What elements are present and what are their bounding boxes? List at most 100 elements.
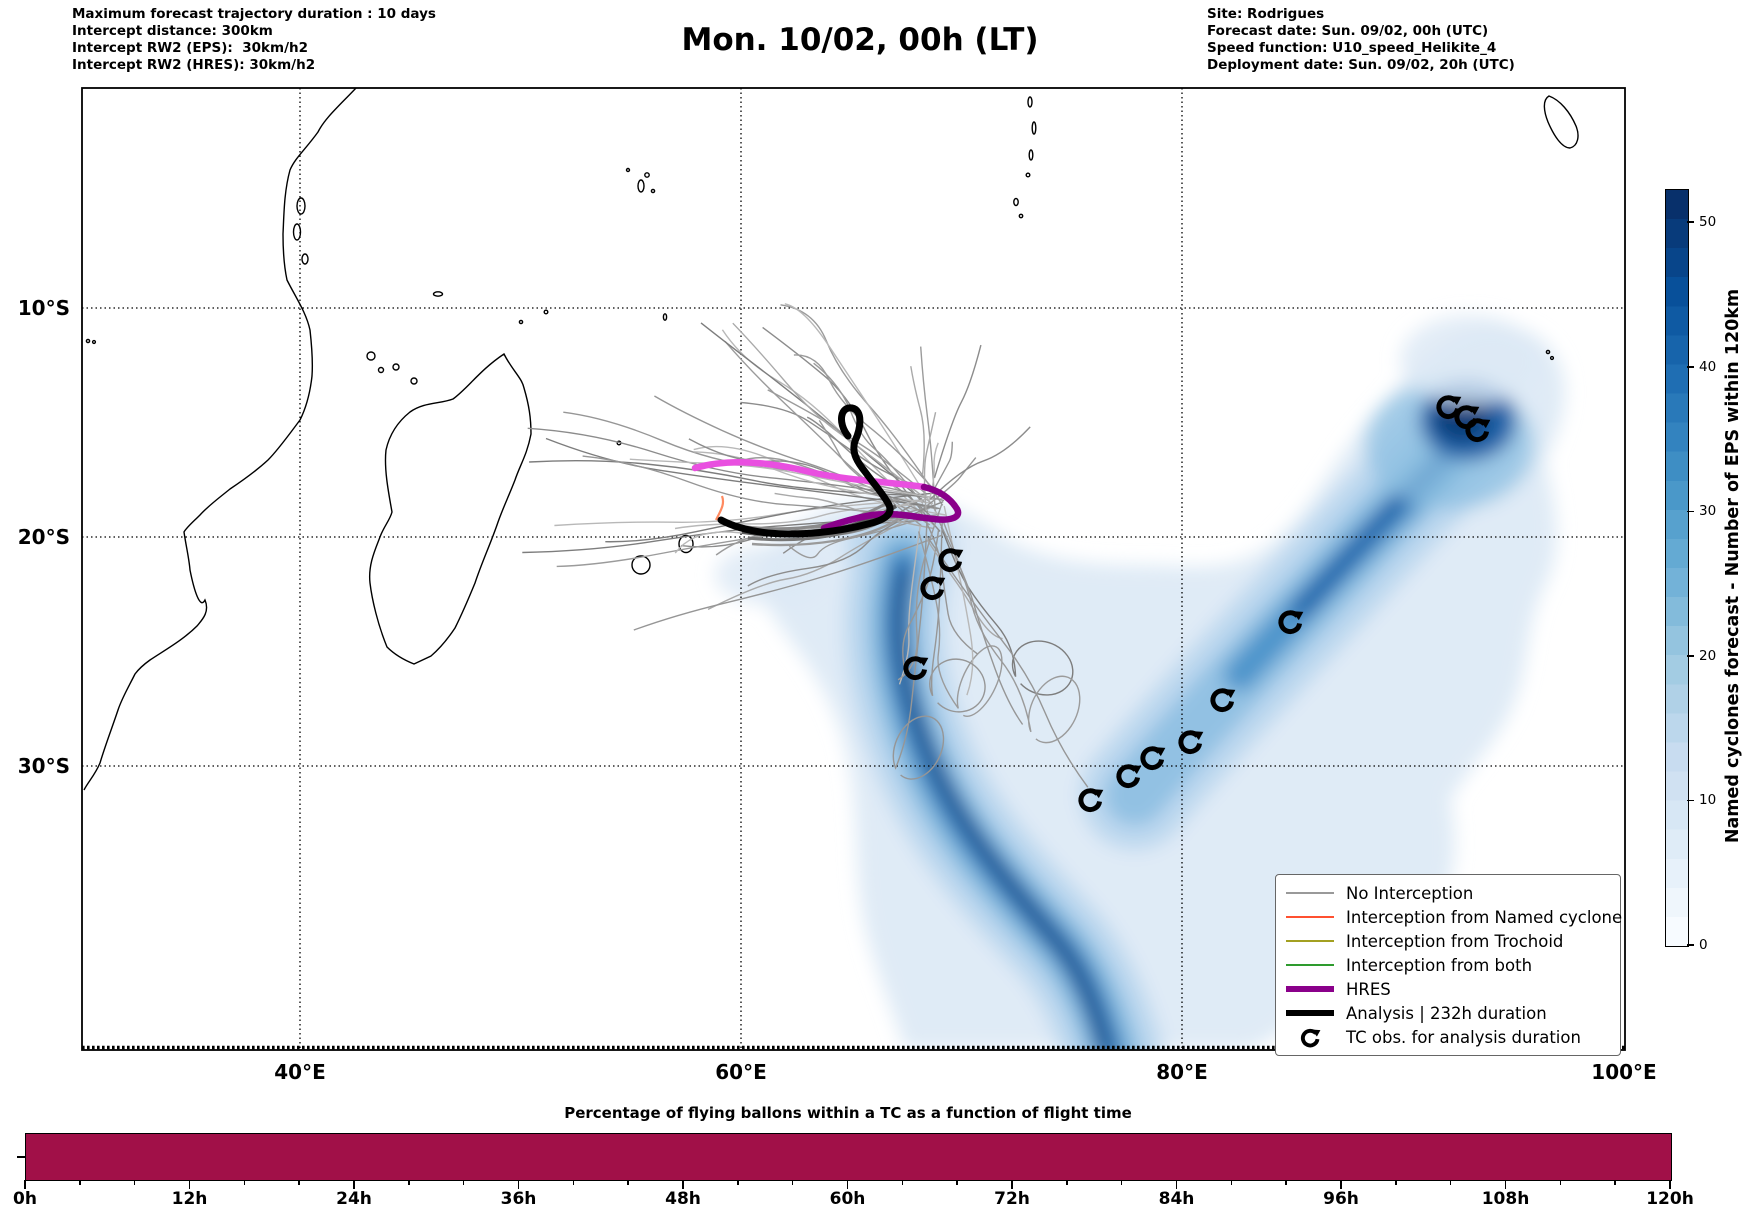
legend-item-label: TC obs. for analysis duration (1346, 1027, 1581, 1047)
legend-item-0: No Interception (1284, 881, 1610, 905)
eps-trajectory (707, 507, 931, 611)
bottom-chart-x-label: 36h (500, 1189, 537, 1209)
legend-line-swatch (1284, 912, 1336, 922)
eps-trajectory (902, 530, 940, 675)
eps-trajectory (942, 521, 1081, 744)
bottom-chart-major-tick (24, 1180, 26, 1189)
legend-item-label: HRES (1346, 979, 1391, 999)
hres-track-magenta (691, 459, 928, 491)
graticule (82, 88, 1625, 1050)
analysis-track (717, 404, 894, 538)
bottom-chart-major-tick (517, 1180, 520, 1189)
bottom-chart-minor-tick (1066, 1180, 1068, 1185)
legend-item-3: Interception from both (1284, 953, 1610, 977)
reunion-island (631, 555, 651, 575)
bottom-chart-x-label: 12h (171, 1189, 208, 1209)
madagascar-coastline (368, 352, 532, 665)
bottom-chart-minor-tick (1120, 1180, 1123, 1185)
eps-trajectory (934, 441, 953, 489)
bottom-chart-major-tick (682, 1180, 684, 1189)
eps-trajectory (919, 511, 978, 655)
bottom-chart-minor-tick (956, 1180, 958, 1185)
eps-trajectory (554, 498, 943, 527)
colorbar-label: Named cyclones forecast - Number of EPS … (1723, 288, 1743, 844)
bottom-chart-minor-tick (79, 1180, 81, 1185)
bottom-chart-major-tick (1175, 1180, 1178, 1189)
colorbar (1665, 189, 1689, 947)
eps-trajectory (910, 366, 925, 475)
bottom-chart-x-label: 72h (994, 1189, 1030, 1209)
legend-line-swatch (1284, 936, 1336, 946)
colorbar-tick (1687, 944, 1694, 946)
colorbar-tick-label: 0 (1699, 937, 1708, 953)
bottom-chart-minor-tick (298, 1180, 300, 1185)
bottom-chart-major-tick (846, 1180, 849, 1189)
eps-trajectory (788, 518, 922, 559)
bottom-chart-major-tick (1669, 1180, 1671, 1189)
track-overlays (691, 404, 962, 547)
legend-line-swatch (1284, 984, 1336, 994)
grande-comore-island (366, 351, 376, 361)
intercept-rw2-eps-text: Intercept RW2 (EPS): 30km/h2 (72, 40, 308, 56)
bottom-chart-x-label: 0h (13, 1189, 37, 1209)
colorbar-tick-label: 40 (1699, 358, 1717, 375)
eps-trajectory (892, 510, 945, 780)
flight-time-percentage-bar (25, 1133, 1672, 1181)
legend-item-label: Analysis | 232h duration (1346, 1003, 1547, 1023)
colorbar-tick-label: 50 (1699, 214, 1717, 231)
moheli-island (377, 366, 385, 374)
bottom-chart-minor-tick (572, 1180, 575, 1185)
bottom-chart-minor-tick (133, 1180, 136, 1185)
legend-line-swatch (1284, 888, 1336, 898)
eps-trajectory (813, 362, 924, 504)
colorbar-tick-label: 20 (1699, 647, 1717, 664)
eps-trajectory (732, 322, 931, 504)
eps-trajectory (780, 304, 944, 506)
eps-trajectory (898, 525, 921, 685)
mauritius-island (678, 534, 694, 554)
bottom-chart-x-label: 24h (336, 1189, 372, 1209)
eps-trajectory (933, 344, 982, 479)
bottom-chart-x-label: 120h (1646, 1189, 1694, 1209)
eps-trajectory (926, 535, 1089, 788)
speed-function-text: Speed function: U10_speed_Helikite_4 (1207, 40, 1497, 56)
map-y-tick-label: 10°S (17, 296, 70, 320)
mahe-island (637, 179, 645, 193)
map-x-tick-label: 40°E (274, 1060, 326, 1084)
eps-trajectory (922, 457, 977, 510)
legend-item-1: Interception from Named cyclone (1284, 905, 1622, 929)
bottom-chart-minor-tick (791, 1180, 794, 1185)
bottom-chart-minor-tick (408, 1180, 410, 1185)
pemba-island (296, 197, 306, 215)
zanzibar-island (292, 223, 302, 241)
map-x-tick-label: 60°E (715, 1060, 767, 1084)
legend-item-6: TC obs. for analysis duration (1284, 1025, 1610, 1049)
colorbar-tick-label: 30 (1699, 503, 1717, 520)
map-y-tick-label: 20°S (17, 525, 70, 549)
legend-item-label: Interception from both (1346, 955, 1533, 975)
intercept-distance-text: Intercept distance: 300km (72, 23, 273, 39)
bottom-chart-x-label: 84h (1158, 1189, 1195, 1209)
eps-trajectory (629, 458, 934, 499)
eps-trajectory (527, 427, 928, 499)
agalega-island (662, 313, 668, 321)
eps-trajectory (818, 420, 931, 526)
chagos-islands (1013, 197, 1019, 207)
eps-trajectory (784, 303, 943, 522)
legend-item-5: Analysis | 232h duration (1284, 1001, 1610, 1025)
bottom-chart-title: Percentage of flying ballons within a TC… (564, 1104, 1132, 1122)
bottom-chart-y-tick (17, 1156, 25, 1158)
bottom-chart-minor-tick (737, 1180, 739, 1185)
legend-item-label: No Interception (1346, 883, 1474, 903)
eps-trajectory (633, 534, 943, 631)
figure-title: Mon. 10/02, 00h (LT) (681, 22, 1039, 58)
colorbar-tick (1687, 365, 1694, 368)
site-text: Site: Rodrigues (1207, 6, 1325, 22)
header-right-block: Site: Rodrigues Forecast date: Sun. 09/0… (1207, 6, 1515, 74)
colorbar-tick (1687, 655, 1694, 657)
eps-trajectory (806, 416, 938, 523)
deployment-date-text: Deployment date: Sun. 09/02, 20h (UTC) (1207, 57, 1515, 73)
bottom-chart-minor-tick (1559, 1180, 1562, 1185)
